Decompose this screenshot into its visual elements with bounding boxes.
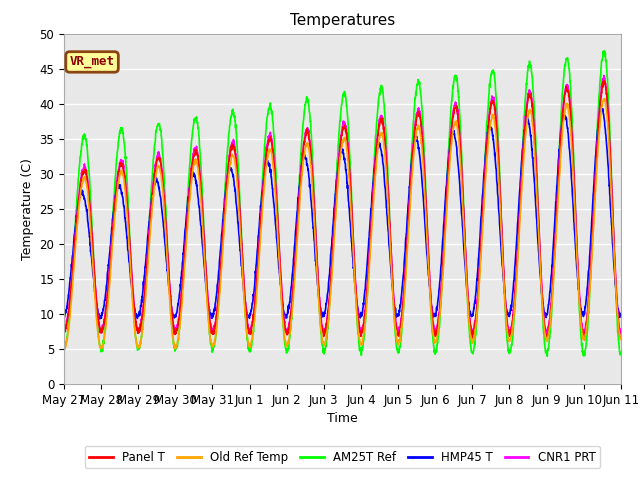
CNR1 PRT <box>358 324 366 330</box>
Old Ref Temp <box>504 334 512 339</box>
Line: Panel T: Panel T <box>64 81 621 340</box>
HMP45 T <box>359 308 367 314</box>
HMP45 T <box>599 106 607 112</box>
AM25T Ref <box>600 48 608 54</box>
AM25T Ref <box>216 288 223 294</box>
HMP45 T <box>584 285 591 290</box>
Text: VR_met: VR_met <box>70 56 115 69</box>
Panel T <box>600 78 608 84</box>
Old Ref Temp <box>358 340 366 346</box>
Line: Old Ref Temp: Old Ref Temp <box>64 99 621 350</box>
Line: CNR1 PRT: CNR1 PRT <box>64 75 621 336</box>
CNR1 PRT <box>60 328 68 334</box>
Panel T <box>371 174 378 180</box>
Panel T <box>568 128 575 133</box>
Y-axis label: Temperature (C): Temperature (C) <box>21 158 34 260</box>
CNR1 PRT <box>568 129 575 135</box>
Line: HMP45 T: HMP45 T <box>64 109 621 319</box>
Panel T <box>617 336 625 342</box>
Old Ref Temp <box>583 322 591 327</box>
Panel T <box>60 326 68 332</box>
Old Ref Temp <box>568 143 575 148</box>
AM25T Ref <box>543 353 551 359</box>
AM25T Ref <box>584 328 591 334</box>
CNR1 PRT <box>617 330 625 336</box>
HMP45 T <box>504 313 512 319</box>
AM25T Ref <box>60 345 68 351</box>
CNR1 PRT <box>216 282 223 288</box>
Old Ref Temp <box>60 347 68 353</box>
Legend: Panel T, Old Ref Temp, AM25T Ref, HMP45 T, CNR1 PRT: Panel T, Old Ref Temp, AM25T Ref, HMP45 … <box>84 446 600 468</box>
Panel T <box>580 337 588 343</box>
CNR1 PRT <box>371 168 378 174</box>
HMP45 T <box>568 180 575 186</box>
Panel T <box>216 285 223 291</box>
AM25T Ref <box>504 346 512 351</box>
AM25T Ref <box>371 153 378 158</box>
Old Ref Temp <box>216 297 223 303</box>
CNR1 PRT <box>584 311 591 317</box>
CNR1 PRT <box>600 72 608 78</box>
Title: Temperatures: Temperatures <box>290 13 395 28</box>
Old Ref Temp <box>617 336 625 341</box>
HMP45 T <box>617 311 625 317</box>
CNR1 PRT <box>543 333 550 338</box>
HMP45 T <box>60 314 68 320</box>
X-axis label: Time: Time <box>327 412 358 425</box>
Line: AM25T Ref: AM25T Ref <box>64 51 621 356</box>
HMP45 T <box>371 160 379 166</box>
HMP45 T <box>216 258 223 264</box>
Panel T <box>358 328 366 334</box>
HMP45 T <box>96 316 104 322</box>
Panel T <box>504 327 512 333</box>
Panel T <box>584 315 591 321</box>
CNR1 PRT <box>504 326 512 332</box>
AM25T Ref <box>358 345 366 351</box>
AM25T Ref <box>568 111 575 117</box>
AM25T Ref <box>617 349 625 355</box>
Old Ref Temp <box>600 96 607 102</box>
Old Ref Temp <box>371 185 378 191</box>
